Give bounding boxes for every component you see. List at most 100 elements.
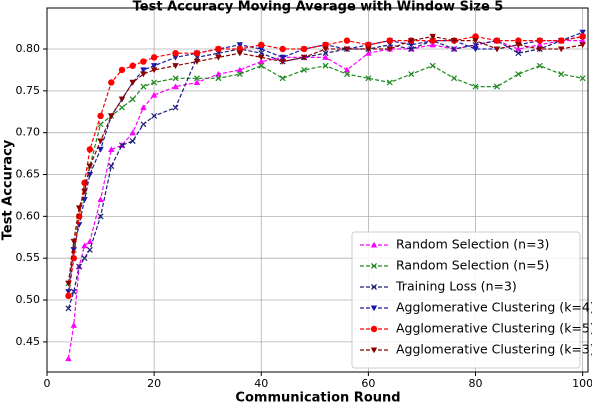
y-tick-label: 0.50 xyxy=(16,293,41,306)
y-axis-label: Test Accuracy xyxy=(1,139,16,240)
point xyxy=(472,46,479,53)
point xyxy=(322,54,329,60)
point xyxy=(343,66,351,73)
point xyxy=(515,45,522,52)
point xyxy=(343,46,351,53)
point xyxy=(300,54,308,61)
point xyxy=(65,292,72,300)
point xyxy=(258,58,265,65)
point xyxy=(70,288,77,295)
point xyxy=(579,29,586,36)
point xyxy=(515,42,522,49)
legend-marker xyxy=(370,241,378,248)
point xyxy=(97,112,104,120)
point xyxy=(536,41,543,48)
point xyxy=(75,205,83,212)
point xyxy=(193,75,200,82)
point xyxy=(193,79,201,86)
point xyxy=(81,197,88,203)
point xyxy=(493,46,501,53)
point xyxy=(140,104,147,111)
point xyxy=(236,50,244,57)
point xyxy=(258,62,265,69)
point xyxy=(119,142,125,149)
point xyxy=(97,213,104,220)
point xyxy=(140,67,147,74)
point xyxy=(215,75,222,82)
point xyxy=(70,247,77,254)
point xyxy=(408,71,415,78)
point xyxy=(119,104,125,111)
point xyxy=(365,49,372,56)
point xyxy=(86,163,94,170)
point xyxy=(97,138,104,145)
y-tick-label: 0.60 xyxy=(16,209,41,222)
point xyxy=(429,62,436,69)
x-axis-label: Communication Round xyxy=(235,391,400,405)
point xyxy=(215,54,222,61)
point xyxy=(386,79,393,86)
point xyxy=(236,71,243,78)
point xyxy=(579,37,586,44)
x-tick-label: 40 xyxy=(254,377,268,390)
point xyxy=(140,121,147,128)
point xyxy=(75,213,83,220)
point xyxy=(81,188,88,195)
point xyxy=(70,238,77,245)
point xyxy=(172,83,179,90)
point xyxy=(129,96,136,103)
point xyxy=(579,42,586,49)
legend-marker xyxy=(370,325,378,333)
point xyxy=(322,62,329,69)
point xyxy=(215,70,222,77)
point xyxy=(193,49,201,57)
point xyxy=(300,45,308,53)
point xyxy=(129,138,136,145)
point xyxy=(279,58,286,65)
point xyxy=(97,196,104,203)
legend-marker xyxy=(370,305,378,312)
point xyxy=(86,238,94,245)
x-tick-label: 80 xyxy=(469,377,483,390)
point xyxy=(70,321,77,328)
point xyxy=(472,38,479,44)
point xyxy=(301,66,308,73)
point xyxy=(515,37,522,44)
point xyxy=(536,62,543,69)
legend-marker xyxy=(370,347,378,354)
point xyxy=(429,33,436,40)
y-tick-label: 0.70 xyxy=(16,126,41,139)
point xyxy=(515,50,522,57)
point xyxy=(258,54,265,61)
point xyxy=(65,305,72,312)
point xyxy=(386,37,394,44)
legend-box xyxy=(351,231,581,369)
point xyxy=(65,280,72,287)
point xyxy=(140,83,147,90)
point xyxy=(343,71,350,78)
point xyxy=(279,75,286,82)
point xyxy=(472,83,479,90)
point xyxy=(408,38,415,44)
point xyxy=(172,63,179,69)
point xyxy=(86,146,94,153)
point xyxy=(408,42,415,49)
point xyxy=(386,46,394,53)
point xyxy=(558,71,565,78)
point xyxy=(429,41,436,48)
point xyxy=(172,75,179,82)
point xyxy=(451,46,458,52)
point xyxy=(108,146,115,152)
y-tick-label: 0.65 xyxy=(16,168,41,181)
point xyxy=(365,41,372,49)
x-tick-label: 100 xyxy=(572,377,592,390)
point xyxy=(172,54,179,61)
legend-label: Agglomerative Clustering (k=3) xyxy=(396,342,592,357)
y-tick-label: 0.45 xyxy=(16,335,41,348)
point xyxy=(108,113,115,120)
point xyxy=(150,67,158,74)
point xyxy=(258,46,265,53)
point xyxy=(579,33,586,40)
legend-label: Agglomerative Clustering (k=5) xyxy=(396,321,592,336)
